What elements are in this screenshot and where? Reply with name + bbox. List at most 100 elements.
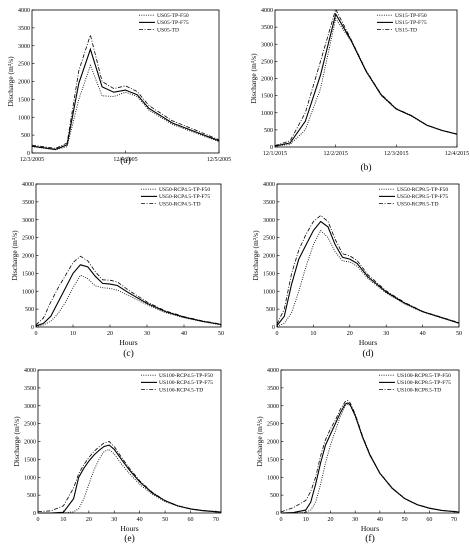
y-tick-label: 3500 <box>18 26 30 32</box>
y-tick-label: 0 <box>31 325 34 331</box>
y-tick-label: 2500 <box>267 422 279 428</box>
legend-entry: US05-TD <box>157 27 179 33</box>
y-axis-title: Discharge (m³/s) <box>251 230 260 281</box>
y-tick-label: 500 <box>264 128 273 134</box>
x-tick-label: 70 <box>213 517 219 523</box>
y-tick-label: 3500 <box>24 386 36 392</box>
x-tick-label: 50 <box>402 517 408 523</box>
legend-entry: US100-RCP4.5-TP-F75 <box>159 380 213 386</box>
y-tick-label: 3000 <box>261 42 273 48</box>
y-tick-label: 1000 <box>22 289 34 295</box>
x-tick-label: 0 <box>37 517 40 523</box>
legend-entry: US100-RCP4.5-TP-F50 <box>159 373 213 379</box>
legend-entry: US100-RCP8.5-TD <box>397 387 441 393</box>
y-tick-label: 500 <box>270 493 279 499</box>
series-line-dotted <box>38 448 222 514</box>
y-tick-label: 2000 <box>263 254 275 260</box>
y-tick-label: 1000 <box>263 289 275 295</box>
series-line-dashdot <box>280 399 460 513</box>
y-tick-label: 0 <box>270 145 273 151</box>
series-line-solid <box>38 444 222 514</box>
y-tick-label: 1500 <box>18 97 30 103</box>
x-tick-label: 40 <box>420 331 426 337</box>
panel-4: 0 500 1000 1500 2000 2500 3000 3500 4000 0 10 20 30 4… <box>251 182 462 359</box>
x-tick-label: 40 <box>181 331 187 337</box>
y-tick-label: 1500 <box>263 271 275 277</box>
y-tick-label: 3000 <box>18 44 30 50</box>
x-tick-label: 12/4/2015 <box>445 151 469 157</box>
y-tick-label: 2500 <box>261 59 273 65</box>
y-tick-label: 3000 <box>22 218 34 224</box>
x-tick-label: 10 <box>60 517 66 523</box>
series-line-solid <box>276 220 460 326</box>
y-tick-label: 0 <box>276 511 279 517</box>
x-tick-label: 12/4/2005 <box>113 157 137 163</box>
x-tick-label: 40 <box>137 517 143 523</box>
y-tick-label: 2500 <box>18 62 30 68</box>
legend-entry: US100-RCP4.5-TD <box>159 387 203 393</box>
legend-entry: US50-RCP8.5-TP-F50 <box>397 187 448 193</box>
y-tick-label: 4000 <box>22 182 34 188</box>
x-tick-label: 10 <box>70 331 76 337</box>
y-axis-title: Discharge (m³/s) <box>249 53 258 104</box>
y-tick-label: 2500 <box>24 422 36 428</box>
series-line-dotted <box>31 64 220 151</box>
x-tick-label: 30 <box>144 331 150 337</box>
y-tick-label: 2000 <box>22 254 34 260</box>
x-tick-label: 12/5/2005 <box>207 157 231 163</box>
panel-5: 0 500 1000 1500 2000 2500 3000 3500 4000 0 10 20 30 4… <box>12 368 222 544</box>
y-tick-label: 4000 <box>24 368 36 374</box>
x-tick-label: 60 <box>426 517 432 523</box>
y-tick-label: 0 <box>27 151 30 157</box>
y-axis-title: Discharge (m³/s) <box>10 230 19 281</box>
y-tick-label: 1000 <box>267 475 279 481</box>
series-line-dotted <box>281 403 460 514</box>
y-tick-label: 2500 <box>263 236 275 242</box>
y-tick-label: 4000 <box>263 182 275 188</box>
y-tick-label: 1000 <box>18 115 30 121</box>
legend-entry: US50-RCP4.5-TD <box>159 201 201 207</box>
legend-entry: US15-TP-F75 <box>395 20 427 26</box>
series-line-solid <box>280 402 460 514</box>
y-tick-label: 1500 <box>22 271 34 277</box>
legend-entry: US50-RCP4.5-TP-F75 <box>159 194 210 200</box>
x-tick-label: 30 <box>352 517 358 523</box>
y-tick-label: 1500 <box>267 457 279 463</box>
x-tick-label: 50 <box>456 331 462 337</box>
x-tick-label: 12/1/2015 <box>263 151 287 157</box>
y-tick-label: 3500 <box>22 200 34 206</box>
legend-entry: US05-TP-F50 <box>157 13 189 19</box>
panel-3: 0 500 1000 1500 2000 2500 3000 3500 4000 0 10 20 30 4… <box>10 182 224 359</box>
x-tick-label: 30 <box>111 517 117 523</box>
y-tick-label: 500 <box>25 307 34 313</box>
y-tick-label: 3500 <box>263 200 275 206</box>
x-tick-label: 50 <box>218 331 224 337</box>
y-tick-label: 2000 <box>267 440 279 446</box>
x-tick-label: 0 <box>276 331 279 337</box>
legend-entry: US15-TP-F50 <box>395 13 427 19</box>
y-tick-label: 1500 <box>261 94 273 100</box>
x-axis-title: Hours <box>359 338 377 347</box>
x-tick-label: 10 <box>310 331 316 337</box>
legend-entry: US100-RCP8.5-TP-F50 <box>397 373 451 379</box>
x-axis-title: Hours <box>361 524 379 533</box>
series-line-solid <box>31 47 220 150</box>
panel-label: (c) <box>123 348 134 359</box>
legend-entry: US100-RCP8.5-TP-F75 <box>397 380 451 386</box>
x-tick-label: 20 <box>347 331 353 337</box>
y-tick-label: 500 <box>27 493 36 499</box>
y-tick-label: 3500 <box>261 25 273 31</box>
legend-entry: US15-TD <box>395 27 417 33</box>
x-tick-label: 12/3/2005 <box>20 157 44 163</box>
series-line-dotted <box>276 229 460 327</box>
y-axis-title: Discharge (m³/s) <box>6 56 15 107</box>
series-line-dashdot <box>276 214 460 325</box>
panel-2: 0 500 1000 1500 2000 2500 3000 3500 4000 12/1/201… <box>249 8 469 173</box>
series-line-solid <box>274 12 458 147</box>
y-tick-label: 4000 <box>267 368 279 374</box>
y-tick-label: 500 <box>266 307 275 313</box>
panel-label: (b) <box>360 162 371 173</box>
y-tick-label: 3000 <box>24 404 36 410</box>
y-tick-label: 0 <box>33 511 36 517</box>
